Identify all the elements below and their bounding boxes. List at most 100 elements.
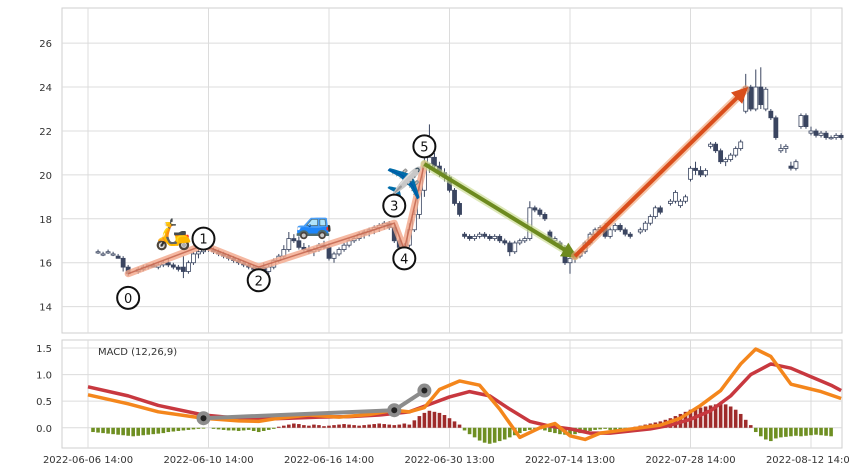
- histogram-bar: [347, 424, 351, 428]
- histogram-bar: [472, 427, 477, 438]
- histogram-bar: [507, 427, 512, 438]
- candle-body: [517, 240, 523, 244]
- candle-body: [678, 200, 683, 207]
- histogram-bar: [447, 418, 452, 428]
- candle-body: [612, 224, 618, 231]
- candle-body: [763, 88, 769, 110]
- candle-body: [768, 110, 774, 119]
- histogram-bar: [457, 424, 462, 428]
- histogram-bar: [377, 423, 382, 428]
- histogram-bar: [96, 427, 100, 433]
- candle-body: [833, 134, 839, 138]
- macd-y-tick-label: 1.5: [36, 344, 52, 355]
- histogram-bar: [774, 427, 778, 439]
- histogram-bar: [748, 425, 753, 428]
- histogram-bar: [553, 427, 557, 434]
- macd-plot-area: [61, 339, 843, 449]
- histogram-bar: [141, 427, 146, 436]
- histogram-bar: [186, 427, 191, 430]
- histogram-bar: [221, 427, 226, 430]
- histogram-bar: [824, 427, 828, 436]
- histogram-bar: [126, 427, 130, 436]
- histogram-bar: [121, 427, 125, 436]
- histogram-bar: [176, 427, 181, 431]
- candle-body: [808, 130, 814, 134]
- candle-body: [291, 238, 297, 242]
- candle-body: [115, 255, 121, 259]
- x-tick-label: 2022-06-06 14:00: [43, 455, 133, 466]
- histogram-bar: [352, 425, 356, 428]
- candle-body: [100, 253, 106, 256]
- candle-body: [341, 244, 347, 250]
- histogram-bar: [307, 425, 311, 428]
- histogram-bar: [432, 411, 437, 428]
- histogram-bar: [523, 427, 527, 431]
- histogram-bar: [216, 427, 221, 430]
- histogram-bar: [402, 423, 407, 428]
- candle-body: [95, 251, 101, 254]
- histogram-bar: [769, 427, 773, 442]
- histogram-bar: [297, 424, 301, 428]
- histogram-bar: [337, 424, 341, 428]
- candle-body: [105, 251, 111, 254]
- price-y-tick-label: 18: [39, 215, 52, 226]
- zigzag-line: [127, 163, 426, 275]
- divergence-point-inner: [200, 415, 207, 422]
- histogram-bar: [211, 427, 216, 429]
- price-y-tick-label: 22: [39, 127, 52, 138]
- histogram-bar: [733, 409, 738, 428]
- histogram-bar: [789, 427, 793, 437]
- x-tick-label: 2022-07-14 13:00: [525, 455, 615, 466]
- histogram-bar: [417, 416, 422, 428]
- candle-body: [331, 253, 337, 259]
- histogram-bar: [317, 425, 321, 428]
- pivot-circle: [392, 246, 417, 271]
- histogram-bar: [151, 427, 156, 435]
- candle-body: [532, 207, 538, 211]
- histogram-bar: [382, 424, 387, 428]
- candle-body: [462, 233, 467, 237]
- divergence-point-inner: [391, 407, 398, 414]
- pivot-label: 5: [420, 140, 428, 155]
- candle-body: [738, 141, 744, 149]
- pivot-circle: [246, 268, 271, 293]
- candle-body: [622, 229, 628, 235]
- price-y-tick-label: 14: [39, 303, 52, 314]
- candle-body: [457, 203, 462, 215]
- candle-body: [818, 132, 824, 136]
- candle-body: [326, 246, 332, 259]
- price-y-tick-label: 20: [39, 171, 52, 182]
- histogram-bar: [568, 427, 572, 436]
- histogram-bar: [412, 420, 417, 428]
- candle-body: [452, 189, 457, 204]
- candle-body: [627, 233, 633, 237]
- candle-body: [803, 115, 809, 127]
- candle-body: [758, 86, 764, 106]
- pivot-circle: [382, 193, 407, 218]
- histogram-bar: [703, 406, 708, 428]
- pivot-circle: [412, 134, 437, 159]
- candle-body: [472, 235, 478, 239]
- histogram-bar: [342, 424, 346, 428]
- candle-body: [798, 115, 804, 127]
- histogram-bar: [271, 427, 276, 429]
- x-tick-label: 2022-06-30 13:00: [404, 455, 494, 466]
- x-tick-label: 2022-06-10 14:00: [163, 455, 253, 466]
- histogram-bar: [543, 427, 547, 431]
- histogram-bar: [292, 423, 296, 428]
- histogram-bar: [487, 427, 492, 444]
- histogram-bar: [528, 427, 532, 430]
- candle-body: [542, 214, 548, 220]
- histogram-bar: [708, 405, 713, 428]
- candle-body: [657, 207, 663, 213]
- price-plot-area: [61, 7, 843, 334]
- candle-body: [110, 253, 116, 256]
- histogram-bar: [437, 412, 442, 428]
- histogram-bar: [784, 427, 788, 437]
- histogram-bar: [246, 427, 251, 430]
- candle-body: [733, 148, 739, 156]
- pivot-label: 2: [255, 274, 263, 289]
- candle-body: [723, 159, 729, 163]
- histogram-bar: [799, 427, 803, 437]
